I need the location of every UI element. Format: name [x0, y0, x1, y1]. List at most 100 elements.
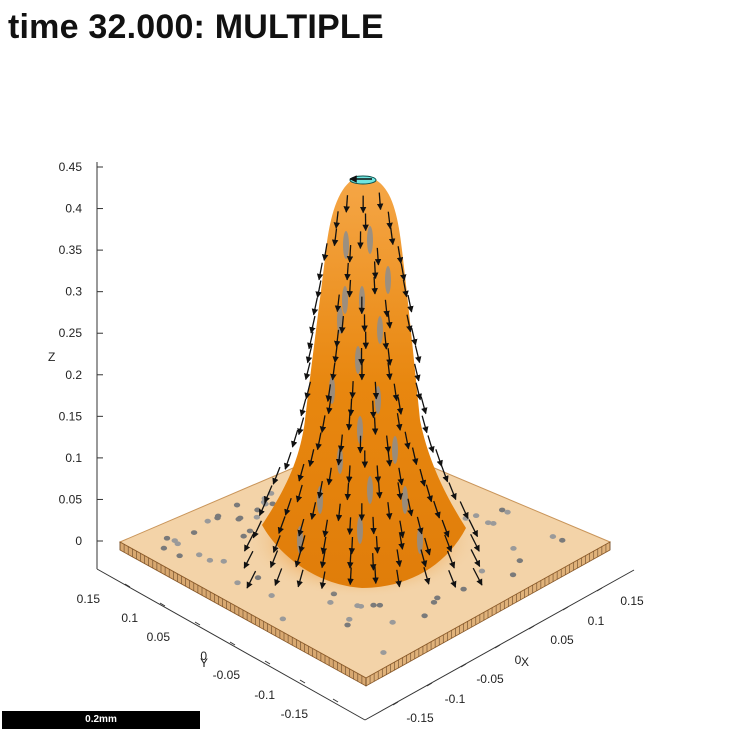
scale-bar: 0.2mm — [2, 711, 200, 729]
vector-arrow — [332, 345, 339, 363]
grain — [195, 552, 203, 558]
x-tick-label: 0.15 — [620, 594, 644, 608]
vector-arrow — [448, 482, 457, 501]
vector-arrow — [395, 549, 403, 568]
grain — [354, 603, 361, 609]
vector-arrow — [319, 550, 327, 569]
vector-arrow — [414, 345, 422, 364]
grain — [490, 521, 497, 526]
vector-arrow — [374, 465, 382, 484]
vector-arrow — [411, 447, 419, 466]
vector-arrow — [444, 534, 453, 553]
x-tick-mark — [528, 625, 535, 630]
vector-arrow — [370, 400, 377, 419]
vector-arrow — [376, 481, 383, 499]
z-tick-label: 0.15 — [59, 409, 83, 423]
grain — [236, 515, 244, 521]
vector-arrow — [274, 568, 283, 587]
grain — [234, 580, 241, 586]
vector-arrow — [440, 464, 449, 483]
grain — [472, 513, 480, 519]
grain — [460, 586, 467, 592]
vector-arrow — [295, 484, 303, 503]
vector-arrow — [291, 429, 299, 448]
vector-arrow — [347, 551, 354, 569]
vector-arrow — [349, 381, 356, 399]
vector-arrow — [468, 519, 479, 538]
vector-arrow — [335, 447, 343, 466]
vector-arrow — [383, 299, 390, 318]
vector-arrow — [296, 569, 304, 588]
vector-arrow — [347, 567, 354, 586]
vector-arrow — [406, 314, 413, 333]
vector-arrow — [470, 549, 481, 568]
vector-arrow — [385, 448, 393, 467]
peak-tip — [349, 175, 377, 185]
vector-arrow — [334, 294, 342, 313]
vector-arrow — [346, 465, 353, 484]
surface-streak — [392, 436, 398, 464]
vector-arrow — [376, 192, 384, 211]
vector-arrow — [386, 348, 393, 366]
vector-arrow — [272, 535, 281, 553]
vector-arrow — [370, 516, 377, 535]
grain — [279, 616, 287, 622]
grain — [327, 600, 334, 605]
y-axis-line — [96, 568, 366, 721]
vector-arrow — [421, 415, 429, 434]
vector-arrow — [371, 417, 379, 435]
y-tick-label: -0.15 — [281, 707, 309, 721]
vector-arrow — [424, 537, 432, 556]
vector-arrow — [459, 501, 469, 520]
vector-arrow — [326, 467, 333, 486]
grain — [346, 616, 353, 622]
vector-arrow — [435, 449, 443, 467]
vector-arrow — [320, 536, 328, 555]
vector-arrow — [304, 381, 312, 400]
vector-arrows — [243, 192, 483, 590]
grain — [389, 619, 396, 625]
vector-arrow — [373, 536, 381, 554]
vector-arrow — [392, 383, 400, 402]
x-tick-mark — [426, 682, 433, 687]
vector-arrow — [319, 415, 327, 434]
vector-arrow — [415, 382, 423, 401]
x-tick-label: -0.1 — [445, 692, 466, 706]
vector-arrow — [299, 398, 307, 417]
y-tick-label: -0.05 — [213, 668, 241, 682]
grain — [509, 572, 517, 578]
x-tick-label: 0.1 — [588, 614, 605, 628]
grain — [344, 622, 351, 628]
y-tick-mark — [194, 621, 201, 626]
vector-arrow — [398, 532, 405, 550]
vector-arrow — [309, 502, 317, 520]
vector-arrow — [304, 362, 311, 381]
x-tick-label: -0.15 — [406, 711, 434, 725]
vector-arrow — [321, 243, 329, 261]
vector-arrow — [397, 467, 404, 486]
vector-arrow — [472, 567, 483, 586]
vector-arrow — [407, 498, 414, 517]
z-tick-label: 0.1 — [65, 451, 82, 465]
vector-arrow — [330, 362, 337, 381]
grain — [190, 530, 198, 536]
vector-arrow — [386, 311, 393, 329]
vector-arrow — [246, 570, 257, 589]
x-tick-mark — [494, 644, 501, 649]
grain — [380, 650, 387, 655]
vector-arrow — [258, 498, 268, 517]
surface-streak — [343, 231, 349, 259]
vector-arrow — [333, 211, 341, 229]
substrate-edge-hatching — [119, 542, 611, 686]
vector-arrow — [402, 279, 409, 298]
surface-streak — [357, 416, 363, 444]
grain — [510, 546, 517, 551]
vector-arrow — [385, 502, 393, 520]
z-tick-label: 0.35 — [59, 243, 83, 257]
vector-arrow — [297, 463, 305, 482]
vector-arrow — [284, 497, 292, 516]
surface-streak — [377, 316, 383, 344]
grain — [240, 533, 247, 539]
vector-arrow — [446, 550, 456, 569]
vector-arrow — [269, 550, 279, 569]
